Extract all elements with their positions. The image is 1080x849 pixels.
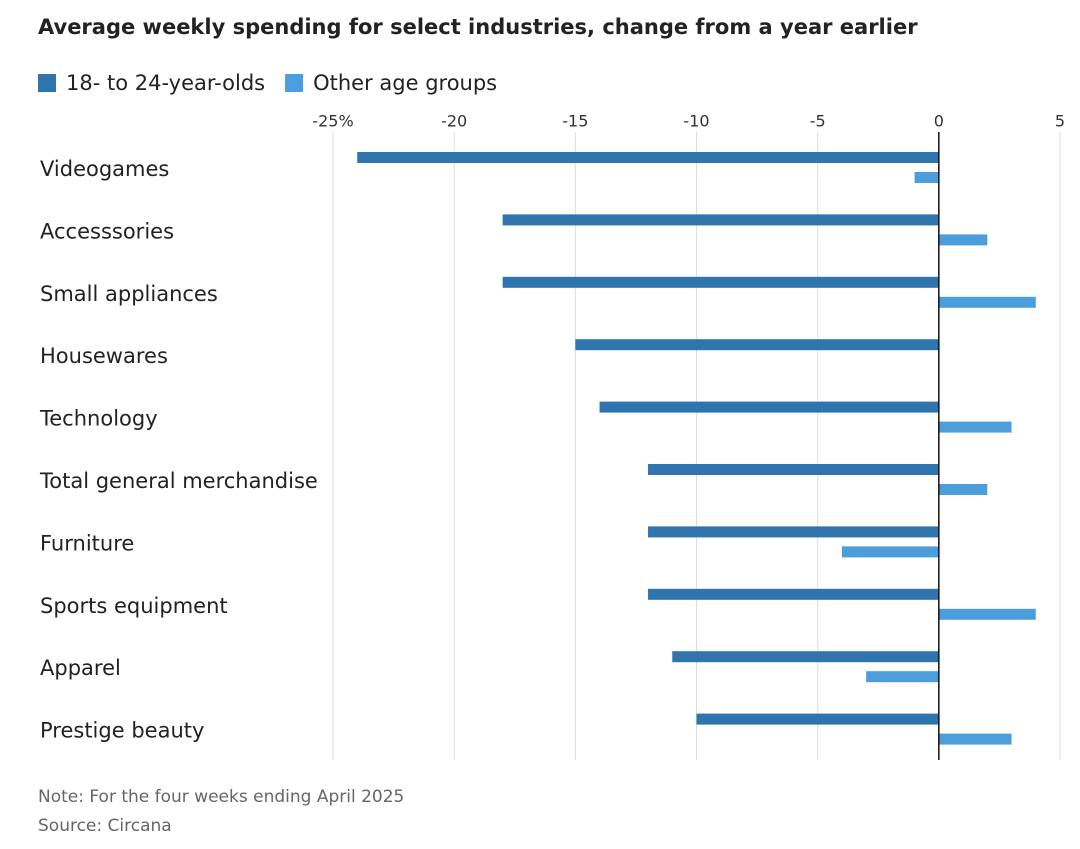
category-label: Prestige beauty bbox=[40, 719, 204, 743]
bar bbox=[938, 234, 988, 246]
bar bbox=[672, 651, 939, 663]
category-label: Sports equipment bbox=[40, 594, 228, 618]
bar bbox=[357, 152, 939, 163]
bar bbox=[938, 733, 1012, 745]
note: Note: For the four weeks ending April 20… bbox=[38, 787, 404, 807]
bar bbox=[696, 713, 939, 725]
x-tick-label: -25% bbox=[312, 112, 353, 131]
bar bbox=[648, 464, 939, 475]
x-tick-label: -5 bbox=[810, 112, 826, 131]
bar bbox=[575, 339, 939, 351]
bar bbox=[841, 546, 939, 558]
x-tick-label: 0 bbox=[934, 112, 944, 131]
category-label: Videogames bbox=[40, 157, 169, 181]
x-tick-label: 5 bbox=[1055, 112, 1065, 131]
bar bbox=[648, 588, 939, 600]
source: Source: Circana bbox=[38, 816, 172, 836]
category-label: Accesssories bbox=[40, 219, 174, 243]
bar bbox=[938, 421, 1012, 433]
category-label: Furniture bbox=[40, 531, 134, 555]
category-label: Apparel bbox=[40, 656, 121, 680]
legend-label: 18- to 24-year-olds bbox=[66, 71, 265, 95]
category-label: Technology bbox=[39, 407, 158, 431]
bar bbox=[914, 172, 939, 183]
chart-title: Average weekly spending for select indus… bbox=[38, 15, 918, 39]
legend-swatch bbox=[285, 74, 304, 92]
bar bbox=[866, 671, 939, 683]
category-label: Housewares bbox=[40, 344, 168, 368]
legend-swatch bbox=[38, 74, 56, 92]
x-tick-label: -15 bbox=[562, 112, 588, 131]
bar bbox=[938, 608, 1036, 620]
bar bbox=[599, 401, 939, 413]
category-label: Small appliances bbox=[40, 282, 218, 306]
legend-label: Other age groups bbox=[313, 71, 497, 95]
category-label: Total general merchandise bbox=[39, 469, 318, 493]
bar bbox=[502, 214, 939, 226]
x-tick-label: -20 bbox=[441, 112, 467, 131]
bar bbox=[938, 484, 988, 495]
bar bbox=[938, 296, 1036, 308]
bar bbox=[502, 276, 939, 288]
bar bbox=[648, 526, 939, 538]
x-tick-label: -10 bbox=[683, 112, 709, 131]
